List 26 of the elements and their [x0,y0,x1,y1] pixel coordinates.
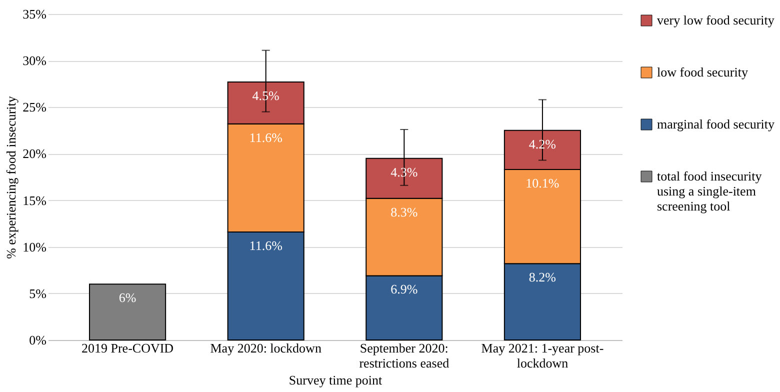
data-label: 8.2% [528,270,556,285]
data-label: 10.1% [526,176,560,191]
data-label: 11.6% [249,238,283,253]
y-tick-label: 20% [22,146,47,162]
x-tick-label: May 2020: lockdown [210,340,322,356]
legend-label: low food security [657,64,748,80]
y-tick-label: 0% [29,332,47,348]
y-axis-title: % experiencing food insecurity [4,96,19,259]
y-tick-label: 25% [22,100,47,115]
data-label: 8.3% [390,204,418,220]
legend-label: total food insecurity using a single-item screening tool [657,168,762,214]
legend-label: very low food security [657,12,775,28]
x-tick-label: 2019 Pre-COVID [81,340,174,356]
data-label: 11.6% [249,130,283,145]
y-tick-label: 5% [29,286,47,301]
y-tick-label: 30% [22,53,47,68]
data-label: 6.9% [390,282,418,297]
data-label: 6% [118,290,136,306]
x-tick-label: September 2020: restrictions eased [359,340,450,370]
x-tick-label: May 2021: 1-year post-lockdown [481,340,604,370]
y-tick-label: 35% [22,6,47,22]
bar [88,284,166,340]
y-tick-label: 10% [22,239,47,254]
x-axis-title: Survey time point [288,372,382,388]
y-tick-label: 15% [22,192,47,208]
legend-label: marginal food security [657,116,775,132]
